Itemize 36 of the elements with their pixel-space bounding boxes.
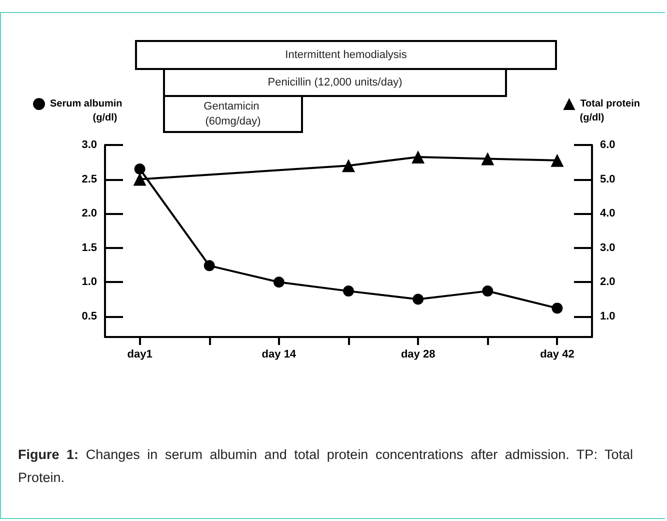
y-tick-label: 1.5 [82,242,97,254]
y-tick-label: 2.0 [82,208,97,220]
point [482,286,494,297]
text: Gentamicin (60mg/day) [204,100,262,128]
y2-tick-label: 3.0 [600,242,616,254]
legend-label: Total protein [580,98,640,110]
point [134,164,146,174]
y-tick-label: 3.0 [82,139,97,151]
point [550,154,564,167]
text: Intermittent hemodialysis [285,49,408,61]
point [343,286,354,297]
y-tick-label: 2.5 [82,173,97,186]
point [412,294,424,305]
point [342,159,355,172]
x-tick-label: day 14 [262,348,297,360]
y2-tick-label: 2.0 [600,276,616,288]
x-tick-label: day 42 [540,348,574,360]
y2-tick-label: 4.0 [600,208,616,220]
y2-axis-title: (g/dl) [580,112,604,124]
y-tick-label: 0.5 [82,310,97,322]
y-axis-title: (g/dl) [92,112,118,124]
y2-tick-label: 6.0 [600,139,616,151]
x-tick-label: day1 [127,348,152,360]
legend-label: Serum albumin [50,98,122,110]
point [133,172,146,186]
point [273,276,284,288]
y-tick-label: 1.0 [82,276,97,288]
point [552,302,563,314]
y2-tick-label: 1.0 [600,310,616,322]
y2-tick-label: 5.0 [600,173,616,186]
text: Penicillin (12,000 units/day) [268,76,402,88]
point [412,150,425,164]
x-tick-label: day 28 [400,348,436,360]
point [481,152,494,166]
point [204,260,215,272]
text: Figure 1: Changes in serum albumin and total protein concentrations after admission. TP: Total Protein. [18,447,633,485]
